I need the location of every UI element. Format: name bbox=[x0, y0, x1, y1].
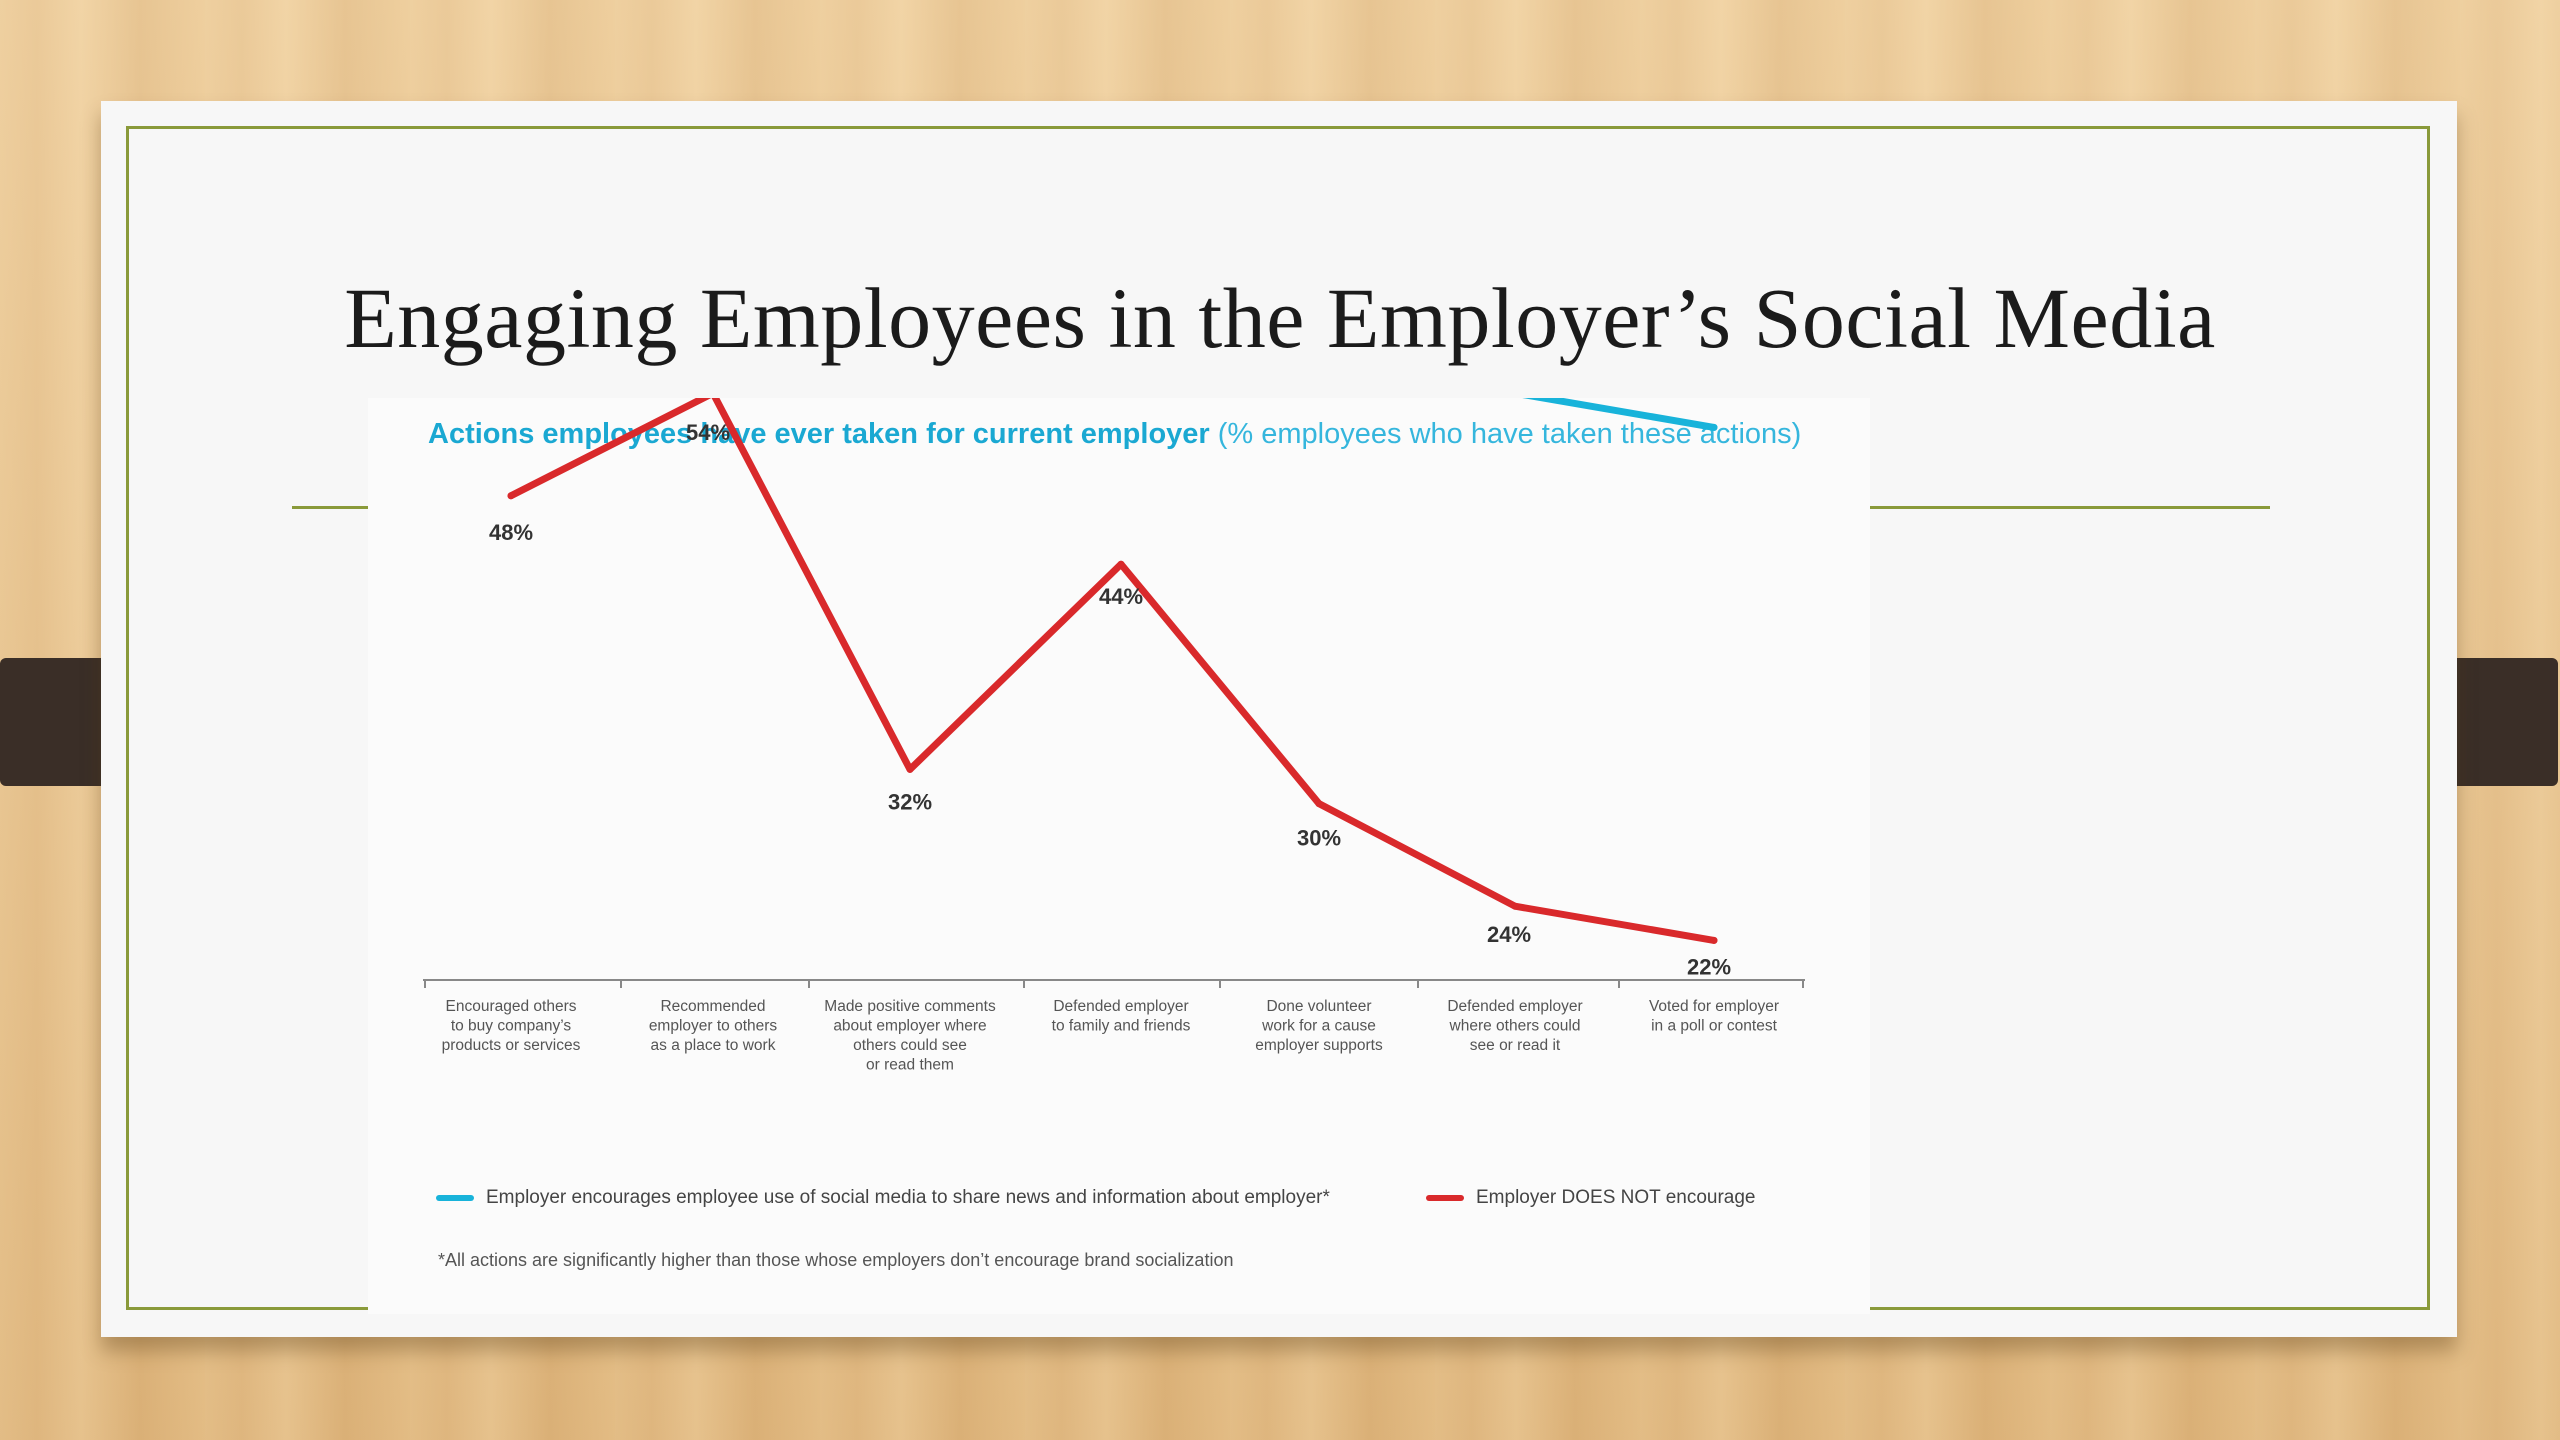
data-label-s1-4: 30% bbox=[1297, 826, 1341, 851]
legend-swatch-red bbox=[1426, 1195, 1464, 1201]
data-point-s1-2 bbox=[906, 765, 914, 773]
data-label-s1-0: 48% bbox=[489, 520, 533, 545]
legend-item-not-encourage: Employer DOES NOT encourage bbox=[1426, 1183, 1756, 1213]
line-chart: Encouraged others to buy company’s product… bbox=[423, 398, 1805, 1074]
data-point-s1-3 bbox=[1117, 560, 1125, 568]
data-point-s0-6 bbox=[1710, 423, 1718, 431]
data-point-s1-6 bbox=[1710, 936, 1718, 944]
x-tick-label-3: Defended employer to family and friends bbox=[1052, 998, 1191, 1035]
slide-title: Engaging Employees in the Employer’s Soc… bbox=[344, 270, 2216, 366]
legend-item-encourages: Employer encourages employee use of soci… bbox=[436, 1183, 1330, 1213]
series-line-1 bbox=[507, 398, 1718, 944]
data-point-s1-4 bbox=[1315, 800, 1323, 808]
chart-heading: Actions employees have ever taken for cu… bbox=[428, 418, 1848, 451]
data-label-s1-1: 54% bbox=[686, 420, 730, 445]
legend-label-not-encourage: Employer DOES NOT encourage bbox=[1476, 1187, 1756, 1208]
legend-label-encourages: Employer encourages employee use of soci… bbox=[486, 1187, 1330, 1208]
chart-title: Actions employees have ever taken for cu… bbox=[428, 418, 1210, 450]
chart-card: Actions employees have ever taken for cu… bbox=[368, 398, 1870, 1314]
data-point-s1-5 bbox=[1511, 902, 1519, 910]
data-label-s1-3: 44% bbox=[1099, 584, 1143, 609]
data-label-s1-6: 22% bbox=[1687, 954, 1731, 979]
x-tick-label-1: Recommended employer to others as a place … bbox=[649, 998, 778, 1054]
chart-footnote: *All actions are significantly higher th… bbox=[438, 1250, 1234, 1270]
x-tick-label-6: Voted for employer in a poll or contest bbox=[1649, 998, 1779, 1035]
x-tick-label-5: Defended employer where others could see o… bbox=[1447, 998, 1582, 1054]
x-tick-label-2: Made positive comments about employer whe… bbox=[824, 998, 996, 1074]
data-label-s1-2: 32% bbox=[888, 789, 932, 814]
legend-swatch-blue bbox=[436, 1195, 474, 1201]
x-tick-label-0: Encouraged others to buy company’s product… bbox=[442, 998, 581, 1054]
title-rule-right bbox=[1870, 506, 2270, 509]
data-point-s1-0 bbox=[507, 492, 515, 500]
title-rule-left bbox=[292, 506, 368, 509]
x-tick-label-4: Done volunteer work for a cause employer s… bbox=[1255, 998, 1383, 1054]
data-label-s1-5: 24% bbox=[1487, 922, 1531, 947]
